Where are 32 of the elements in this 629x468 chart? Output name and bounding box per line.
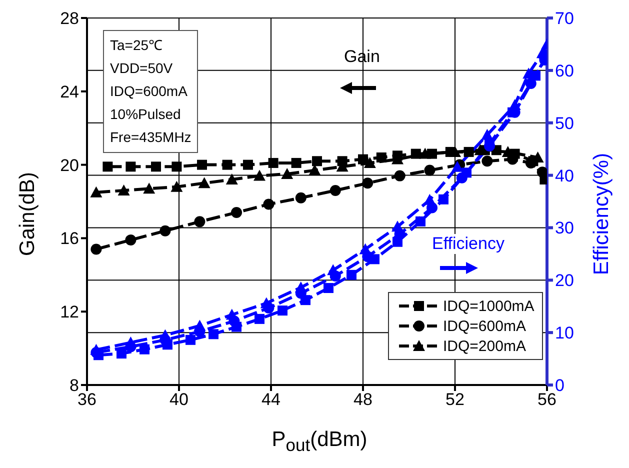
x-tick-label: 56	[538, 390, 556, 410]
legend-label: IDQ=200mA	[443, 338, 526, 354]
y2-tick-label: 60	[555, 61, 574, 80]
y2-tick-label: 0	[555, 376, 564, 396]
y-tick-label: 20	[60, 156, 79, 175]
y2-tick-label: 50	[555, 114, 574, 133]
y2-tick-label: 70	[555, 9, 574, 28]
x-tick-label: 44	[262, 390, 280, 410]
annotation: Fre=435MHz	[110, 128, 192, 147]
y2-axis-title: Efficiency(%)	[590, 152, 614, 278]
x-tick-label: 48	[354, 390, 372, 410]
y-tick-label: 24	[60, 82, 79, 102]
x-tick-label: 52	[446, 390, 464, 410]
x-tick-label: 40	[170, 390, 188, 410]
y-tick-label: 28	[60, 9, 79, 28]
y2-tick-label: 30	[555, 218, 574, 238]
y-tick-label: 16	[60, 229, 79, 248]
annotation: Ta=25℃	[110, 36, 164, 55]
y-tick-label: 12	[60, 302, 79, 322]
annotation: IDQ=600mA	[110, 82, 188, 101]
y2-tick-label: 40	[555, 166, 574, 186]
annotation: 10%Pulsed	[110, 105, 182, 124]
y-tick-label: 8	[70, 376, 79, 396]
legend-label: IDQ=600mA	[443, 318, 526, 334]
x-tick-label: 36	[78, 390, 96, 410]
y2-tick-label: 20	[555, 271, 574, 290]
annotation: Efficiency	[430, 234, 506, 254]
y2-tick-label: 10	[555, 324, 574, 343]
y-axis-title: Gain(dB)	[16, 170, 40, 258]
x-axis-title: P$_{out}$(dBm)	[270, 428, 368, 456]
annotation: VDD=50V	[110, 59, 174, 78]
legend-label: IDQ=1000mA	[443, 298, 534, 314]
